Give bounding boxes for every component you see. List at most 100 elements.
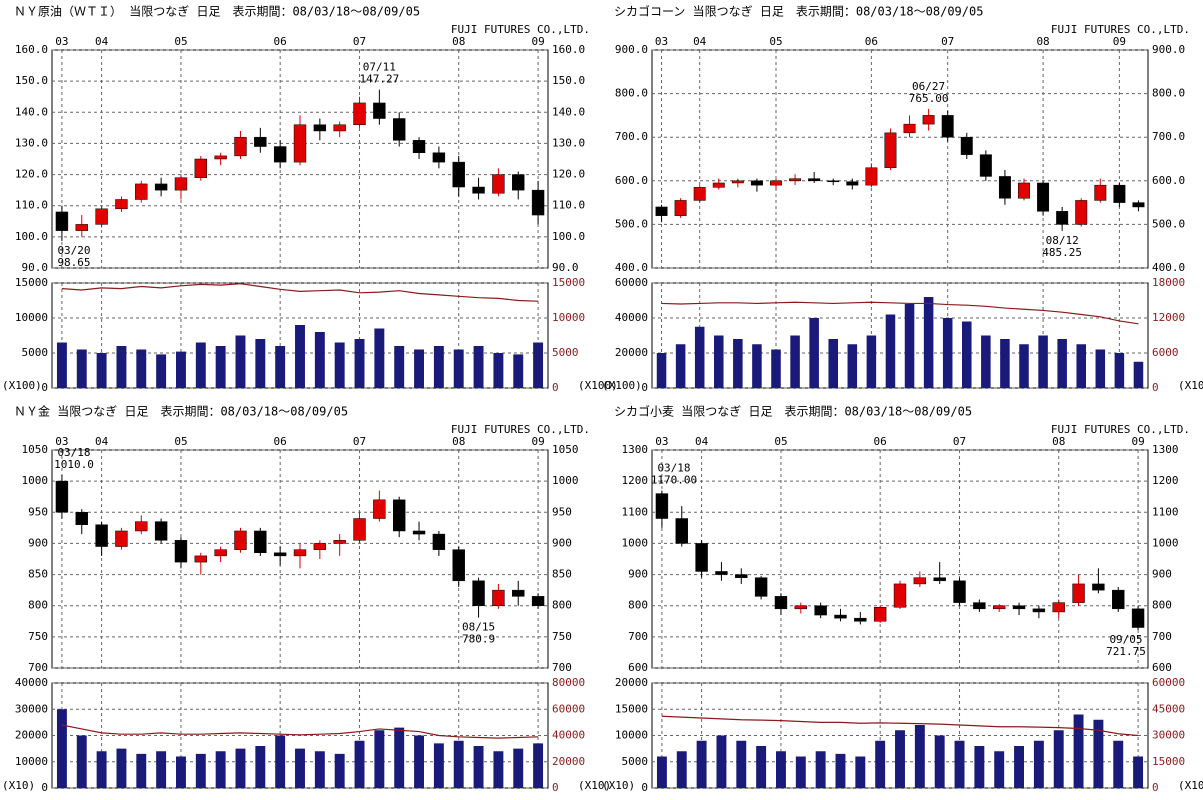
candle-body — [1131, 608, 1145, 628]
month-label: 08 — [1036, 35, 1049, 48]
y-tick-label-right: 700.0 — [1152, 130, 1185, 143]
candle-body — [794, 605, 808, 610]
volume-bar — [1093, 719, 1104, 788]
volume-bar — [1000, 339, 1010, 388]
candle-body — [214, 549, 227, 557]
volume-tick-label: 0 — [641, 781, 648, 794]
volume-bar — [716, 735, 727, 788]
y-tick-label: 400.0 — [615, 261, 648, 274]
candle-body — [873, 607, 887, 622]
candle-body — [313, 543, 327, 550]
company: FUJI FUTURES CO.,LTD. — [451, 423, 590, 436]
volume-bar — [453, 349, 464, 388]
candle-body — [75, 512, 88, 525]
open-interest-line — [61, 283, 539, 302]
volume-bar — [116, 346, 127, 388]
candle-body — [827, 180, 840, 183]
y-tick-label-right: 110.0 — [552, 199, 585, 212]
note-value: 147.27 — [359, 73, 399, 86]
volume-bar — [981, 335, 991, 388]
y-tick-label: 150.0 — [15, 74, 48, 87]
candle-body — [273, 552, 287, 557]
y-tick-label: 950 — [28, 505, 48, 518]
candle-body — [115, 530, 128, 547]
candle-body — [373, 102, 386, 119]
volume-bar — [914, 725, 925, 788]
y-tick-label: 850 — [28, 568, 48, 581]
y-tick-label: 700.0 — [615, 130, 648, 143]
volume-bar — [1076, 344, 1086, 388]
volume-tick-label: 10000 — [615, 729, 648, 742]
volume-bar — [453, 740, 464, 788]
month-label: 07 — [353, 435, 366, 448]
candle-body — [998, 176, 1011, 199]
volume-bar — [473, 346, 484, 388]
y-tick-label: 700 — [628, 630, 648, 643]
candle-body — [789, 178, 802, 182]
y-tick-label-right: 1300 — [1152, 443, 1179, 456]
volume-bar — [656, 756, 667, 788]
y-tick-label-right: 800.0 — [1152, 87, 1185, 100]
month-label: 06 — [274, 35, 287, 48]
y-tick-label-right: 900.0 — [1152, 43, 1185, 56]
y-tick-label-right: 900 — [1152, 568, 1172, 581]
y-tick-label-right: 900 — [552, 536, 572, 549]
volume-bar — [1133, 361, 1144, 388]
candle-body — [1056, 211, 1069, 225]
candle-body — [472, 580, 485, 606]
y2-tick-label: 5000 — [552, 346, 579, 359]
volume-bar — [885, 314, 896, 388]
volume-bar — [394, 346, 405, 388]
volume-bar — [1033, 740, 1044, 788]
candle-body — [1092, 583, 1105, 591]
y-tick-label: 900 — [28, 536, 48, 549]
volume-bar — [1019, 344, 1029, 388]
candle-body — [941, 115, 954, 138]
volume-tick-label: 10000 — [15, 311, 48, 324]
y-tick-label-right: 1000 — [552, 474, 579, 487]
candle-body — [75, 224, 88, 231]
candle-body — [808, 178, 821, 182]
month-label: 06 — [274, 435, 287, 448]
volume-bar — [675, 344, 686, 388]
note-value: 485.25 — [1042, 246, 1082, 259]
volume-tick-label: 0 — [41, 381, 48, 394]
month-label: 07 — [953, 435, 966, 448]
volume-bar — [433, 743, 444, 788]
y-tick-label: 900.0 — [615, 43, 648, 56]
y-tick-label-right: 700 — [1152, 630, 1172, 643]
month-label: 09 — [1113, 35, 1126, 48]
volume-tick-label: 15000 — [615, 702, 648, 715]
candle-body — [472, 186, 485, 194]
candle-body — [834, 614, 847, 619]
volume-bar — [954, 740, 965, 788]
candle-body — [512, 589, 525, 597]
candle-body — [353, 518, 366, 541]
y-tick-label: 1200 — [622, 474, 649, 487]
candle-body — [353, 102, 366, 125]
company: FUJI FUTURES CO.,LTD. — [451, 23, 590, 36]
volume-bar — [736, 740, 747, 788]
month-label: 06 — [865, 35, 878, 48]
volume-tick-label: 60000 — [615, 276, 648, 289]
volume-bar — [195, 753, 206, 788]
y2-tick-label: 0 — [1152, 781, 1159, 794]
month-label: 04 — [693, 35, 707, 48]
volume-bar — [235, 748, 246, 788]
candle-body — [913, 577, 927, 585]
volume-bar — [493, 751, 504, 788]
y-tick-label-right: 800 — [552, 599, 572, 612]
chart-title: シカゴ小麦 当限つなぎ 日足 表示期間：08/03/18～08/09/05 — [614, 404, 972, 419]
y2-tick-label: 80000 — [552, 676, 585, 689]
note-date: 03/20 — [57, 244, 90, 257]
note-date: 03/18 — [57, 446, 90, 459]
y2-tick-label: 60000 — [1152, 676, 1185, 689]
chart-title: ＮＹ金 当限つなぎ 日足 表示期間：08/03/18～08/09/05 — [14, 404, 348, 419]
volume-tick-label: 30000 — [15, 702, 48, 715]
y-tick-label-right: 400.0 — [1152, 261, 1185, 274]
candle-body — [214, 155, 227, 160]
month-label: 08 — [452, 435, 465, 448]
candle-body — [1094, 184, 1107, 201]
y-tick-label: 90.0 — [22, 261, 49, 274]
y-tick-label-right: 100.0 — [552, 230, 585, 243]
